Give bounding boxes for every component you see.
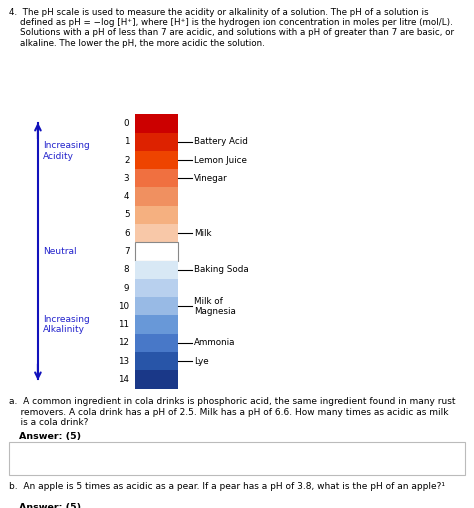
Text: 2: 2: [124, 155, 129, 165]
Text: Lye: Lye: [194, 357, 209, 366]
Text: Baking Soda: Baking Soda: [194, 265, 249, 274]
Text: 12: 12: [118, 338, 129, 347]
Text: 4: 4: [124, 192, 129, 201]
Text: Vinegar: Vinegar: [194, 174, 228, 183]
Text: Battery Acid: Battery Acid: [194, 137, 248, 146]
Text: 13: 13: [118, 357, 129, 366]
Text: 14: 14: [118, 375, 129, 384]
Text: 4.  The pH scale is used to measure the acidity or alkalinity of a solution. The: 4. The pH scale is used to measure the a…: [9, 8, 455, 48]
Text: 10: 10: [118, 302, 129, 311]
Text: 6: 6: [124, 229, 129, 238]
Text: 11: 11: [118, 320, 129, 329]
Text: Increasing
Acidity: Increasing Acidity: [43, 141, 90, 161]
Text: Answer: (5): Answer: (5): [19, 432, 81, 441]
Text: b.  An apple is 5 times as acidic as a pear. If a pear has a pH of 3.8, what is : b. An apple is 5 times as acidic as a pe…: [9, 482, 446, 491]
Text: 5: 5: [124, 210, 129, 219]
Text: 3: 3: [124, 174, 129, 183]
Text: Neutral: Neutral: [43, 247, 76, 256]
Text: Milk: Milk: [194, 229, 212, 238]
Text: 7: 7: [124, 247, 129, 256]
Text: Increasing
Alkalinity: Increasing Alkalinity: [43, 315, 90, 334]
Text: a.  A common ingredient in cola drinks is phosphoric acid, the same ingredient f: a. A common ingredient in cola drinks is…: [9, 397, 456, 427]
Text: 1: 1: [124, 137, 129, 146]
Text: Ammonia: Ammonia: [194, 338, 236, 347]
Text: 0: 0: [124, 119, 129, 128]
Text: Lemon Juice: Lemon Juice: [194, 155, 247, 165]
Text: Milk of
Magnesia: Milk of Magnesia: [194, 297, 236, 316]
Text: 9: 9: [124, 283, 129, 293]
Text: 8: 8: [124, 265, 129, 274]
Text: Answer: (5): Answer: (5): [19, 503, 81, 508]
